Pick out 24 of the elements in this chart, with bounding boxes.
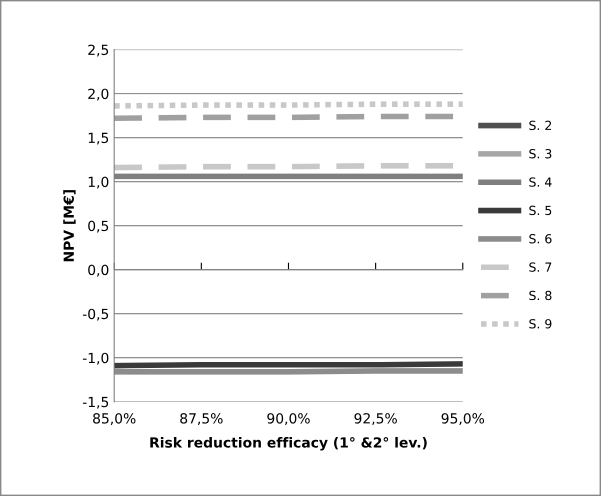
y-tick-label: 0,5 [88,220,108,233]
x-tick-label: 85,0% [93,413,136,426]
legend-label: S. 8 [529,290,552,300]
x-tick-label: 87,5% [180,413,223,426]
legend-label: S. 3 [529,148,552,158]
y-tick-label: -1,5 [82,396,108,409]
y-tick-label: -0,5 [82,308,108,321]
y-tick-label: 2,5 [88,44,108,56]
y-tick-label: 0,0 [88,264,108,277]
legend-label: S. 6 [529,234,552,244]
legend-label: S. 2 [529,120,552,130]
x-tick-label: 92,5% [354,413,397,426]
legend-label: S. 7 [529,262,552,272]
y-tick-label: -1,0 [82,352,108,365]
x-tick-label: 95,0% [442,413,484,426]
y-tick-label: 2,0 [88,88,108,101]
y-tick-label: 1,5 [88,132,108,145]
y-tick-label: 1,0 [88,176,108,189]
legend-label: S. 5 [529,206,552,216]
legend-label: S. 9 [529,319,552,329]
legend-label: S. 4 [529,177,552,187]
y-axis-title: NPV [M€] [63,190,76,262]
x-tick-label: 90,0% [267,413,310,426]
x-axis-title: Risk reduction efficacy (1° &2° lev.) [150,436,427,451]
